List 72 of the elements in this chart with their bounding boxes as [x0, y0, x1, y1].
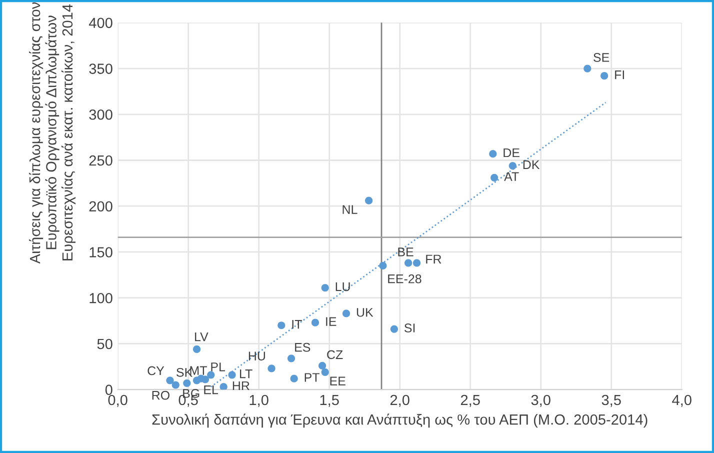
- annotation: IT: [292, 320, 302, 329]
- y-axis-title: Αιτήσεις για δίπλωμα ευρεσιτεχνίας στον Ευρωπαϊκό Οργανισμό Διπλωμάτων Ευρεσιτεχνίας ανά εκατ. κατοίκων, 2014: [29, 2, 76, 264]
- annotation: FR: [426, 254, 442, 264]
- y-tick-label: 300: [89, 109, 112, 120]
- y-tick-label: 250: [89, 155, 112, 166]
- y-tick-label: 150: [90, 247, 112, 258]
- point: [311, 318, 320, 326]
- annotation: BE: [398, 248, 414, 256]
- point: [321, 368, 329, 376]
- point: [321, 284, 329, 292]
- point: [490, 174, 498, 182]
- point: [268, 364, 276, 372]
- x-tick-label: 2,5: [460, 394, 480, 407]
- point: [318, 362, 326, 370]
- annotation: DK: [523, 160, 540, 169]
- point: [390, 325, 398, 333]
- annotation: SE: [594, 53, 610, 62]
- annotation: RO: [152, 390, 170, 400]
- annotation: LU: [336, 282, 350, 292]
- y-tick-label: 400: [88, 18, 112, 28]
- annotation: CZ: [327, 350, 343, 360]
- annotation: HR: [232, 381, 250, 390]
- point: [207, 371, 215, 379]
- annotation: EL: [204, 386, 218, 394]
- x-tick-label: 1,5: [320, 394, 339, 407]
- point: [287, 354, 296, 362]
- point: [365, 196, 373, 204]
- x-tick-label: 2,0: [390, 394, 410, 407]
- annotation: PL: [211, 362, 226, 372]
- x-axis-title: Συνολική δαπάνη για Έρευνα και Ανάπτυξη ως % του ΑΕΠ (Μ.Ο. 2005-2014): [152, 414, 648, 428]
- x-tick-label: 4,0: [672, 394, 692, 407]
- y-tick-label: 350: [89, 64, 112, 74]
- annotation: PT: [304, 373, 320, 382]
- annotation: FI: [615, 70, 624, 80]
- annotation: ES: [295, 342, 310, 352]
- annotation: UK: [356, 308, 374, 317]
- point: [278, 322, 286, 330]
- y-tick-label: 100: [90, 292, 112, 304]
- annotation: IE: [326, 317, 336, 326]
- annotation: HU: [248, 352, 265, 360]
- point: [342, 310, 350, 318]
- point: [489, 150, 497, 158]
- annotation: EE: [330, 376, 346, 386]
- x-tick-label: 1,0: [250, 394, 268, 407]
- x-tick-label: 0,0: [108, 394, 128, 407]
- annotation: LV: [195, 332, 208, 342]
- point: [228, 371, 236, 379]
- y-tick-label: 50: [97, 338, 112, 350]
- point: [220, 383, 228, 390]
- annotation: EE-28: [388, 274, 422, 284]
- annotation: CY: [148, 366, 164, 376]
- annotation: DE: [504, 148, 520, 158]
- point: [166, 376, 174, 384]
- point: [584, 64, 592, 72]
- annotation: SI: [404, 324, 415, 332]
- point: [290, 374, 298, 382]
- x-tick-label: 3,0: [531, 394, 550, 407]
- point: [600, 72, 608, 80]
- point: [412, 259, 421, 267]
- annotation: AT: [504, 172, 519, 181]
- x-tick-label: 3,5: [602, 394, 621, 407]
- annotation: LT: [240, 370, 252, 378]
- point: [172, 381, 180, 389]
- y-tick-label: 0: [105, 384, 112, 396]
- point: [183, 379, 191, 387]
- point: [192, 345, 201, 354]
- annotation: NL: [342, 205, 358, 214]
- y-tick-label: 200: [89, 201, 112, 212]
- point: [379, 262, 387, 270]
- point: [192, 376, 201, 384]
- point: [508, 162, 516, 170]
- point: [404, 259, 412, 267]
